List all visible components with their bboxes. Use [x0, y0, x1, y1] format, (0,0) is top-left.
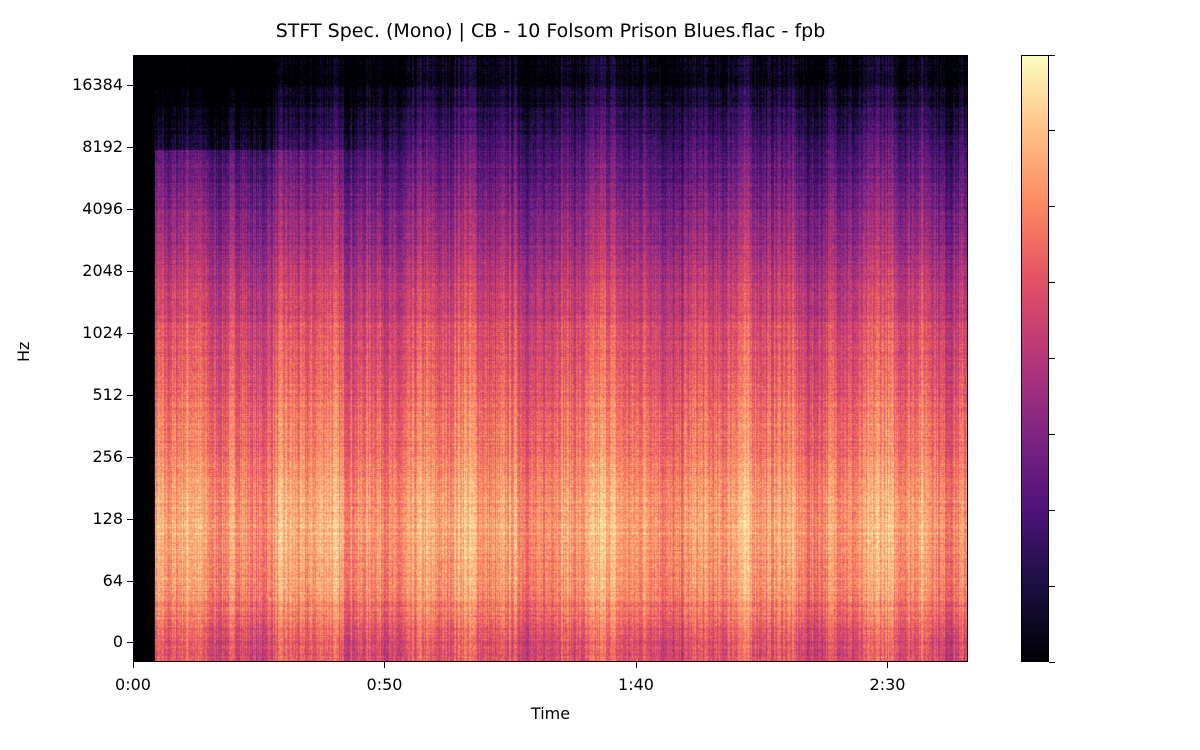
- y-tick-mark: [127, 146, 133, 148]
- y-tick-label: 256: [92, 447, 123, 466]
- x-tick-mark: [635, 662, 637, 668]
- y-tick-label: 64: [102, 571, 123, 590]
- y-tick-mark: [127, 580, 133, 582]
- x-tick-label: 0:50: [366, 675, 403, 694]
- x-tick-mark: [887, 662, 889, 668]
- colorbar-tick-mark: [1049, 661, 1055, 663]
- colorbar-tick-mark: [1049, 282, 1055, 284]
- colorbar-tick-mark: [1049, 130, 1055, 132]
- y-tick-mark: [127, 518, 133, 520]
- x-axis-label: Time: [530, 704, 571, 723]
- y-tick-label: 0: [112, 632, 123, 651]
- y-tick-mark: [127, 270, 133, 272]
- y-tick-mark: [127, 84, 133, 86]
- y-tick-label: 4096: [82, 199, 123, 218]
- colorbar-tick-mark: [1049, 206, 1055, 208]
- chart-title: STFT Spec. (Mono) | CB - 10 Folsom Priso…: [275, 20, 826, 42]
- x-tick-label: 1:40: [618, 675, 654, 694]
- x-tick-label: 2:30: [869, 675, 906, 694]
- colorbar-tick-mark: [1049, 585, 1055, 587]
- y-tick-mark: [127, 394, 133, 396]
- y-tick-label: 1024: [82, 323, 123, 342]
- x-tick-mark: [132, 662, 134, 668]
- y-tick-mark: [127, 208, 133, 210]
- colorbar-tick-mark: [1049, 509, 1055, 511]
- y-tick-label: 2048: [82, 261, 123, 280]
- colorbar-tick-mark: [1049, 433, 1055, 435]
- y-tick-mark: [127, 641, 133, 643]
- spectrogram-heatmap: [134, 56, 967, 661]
- spectrogram-plot-area: [133, 55, 968, 662]
- y-tick-label: 8192: [82, 137, 123, 156]
- y-tick-mark: [127, 332, 133, 334]
- x-tick-mark: [384, 662, 385, 668]
- y-tick-label: 128: [92, 509, 123, 528]
- y-tick-mark: [127, 456, 133, 458]
- colorbar-tick-mark: [1049, 358, 1055, 359]
- colorbar: [1021, 55, 1049, 662]
- colorbar-tick-mark: [1049, 54, 1055, 56]
- y-tick-label: 16384: [72, 75, 123, 94]
- y-tick-label: 512: [92, 385, 123, 404]
- y-axis-label: Hz: [14, 341, 33, 362]
- x-tick-label: 0:00: [115, 675, 151, 694]
